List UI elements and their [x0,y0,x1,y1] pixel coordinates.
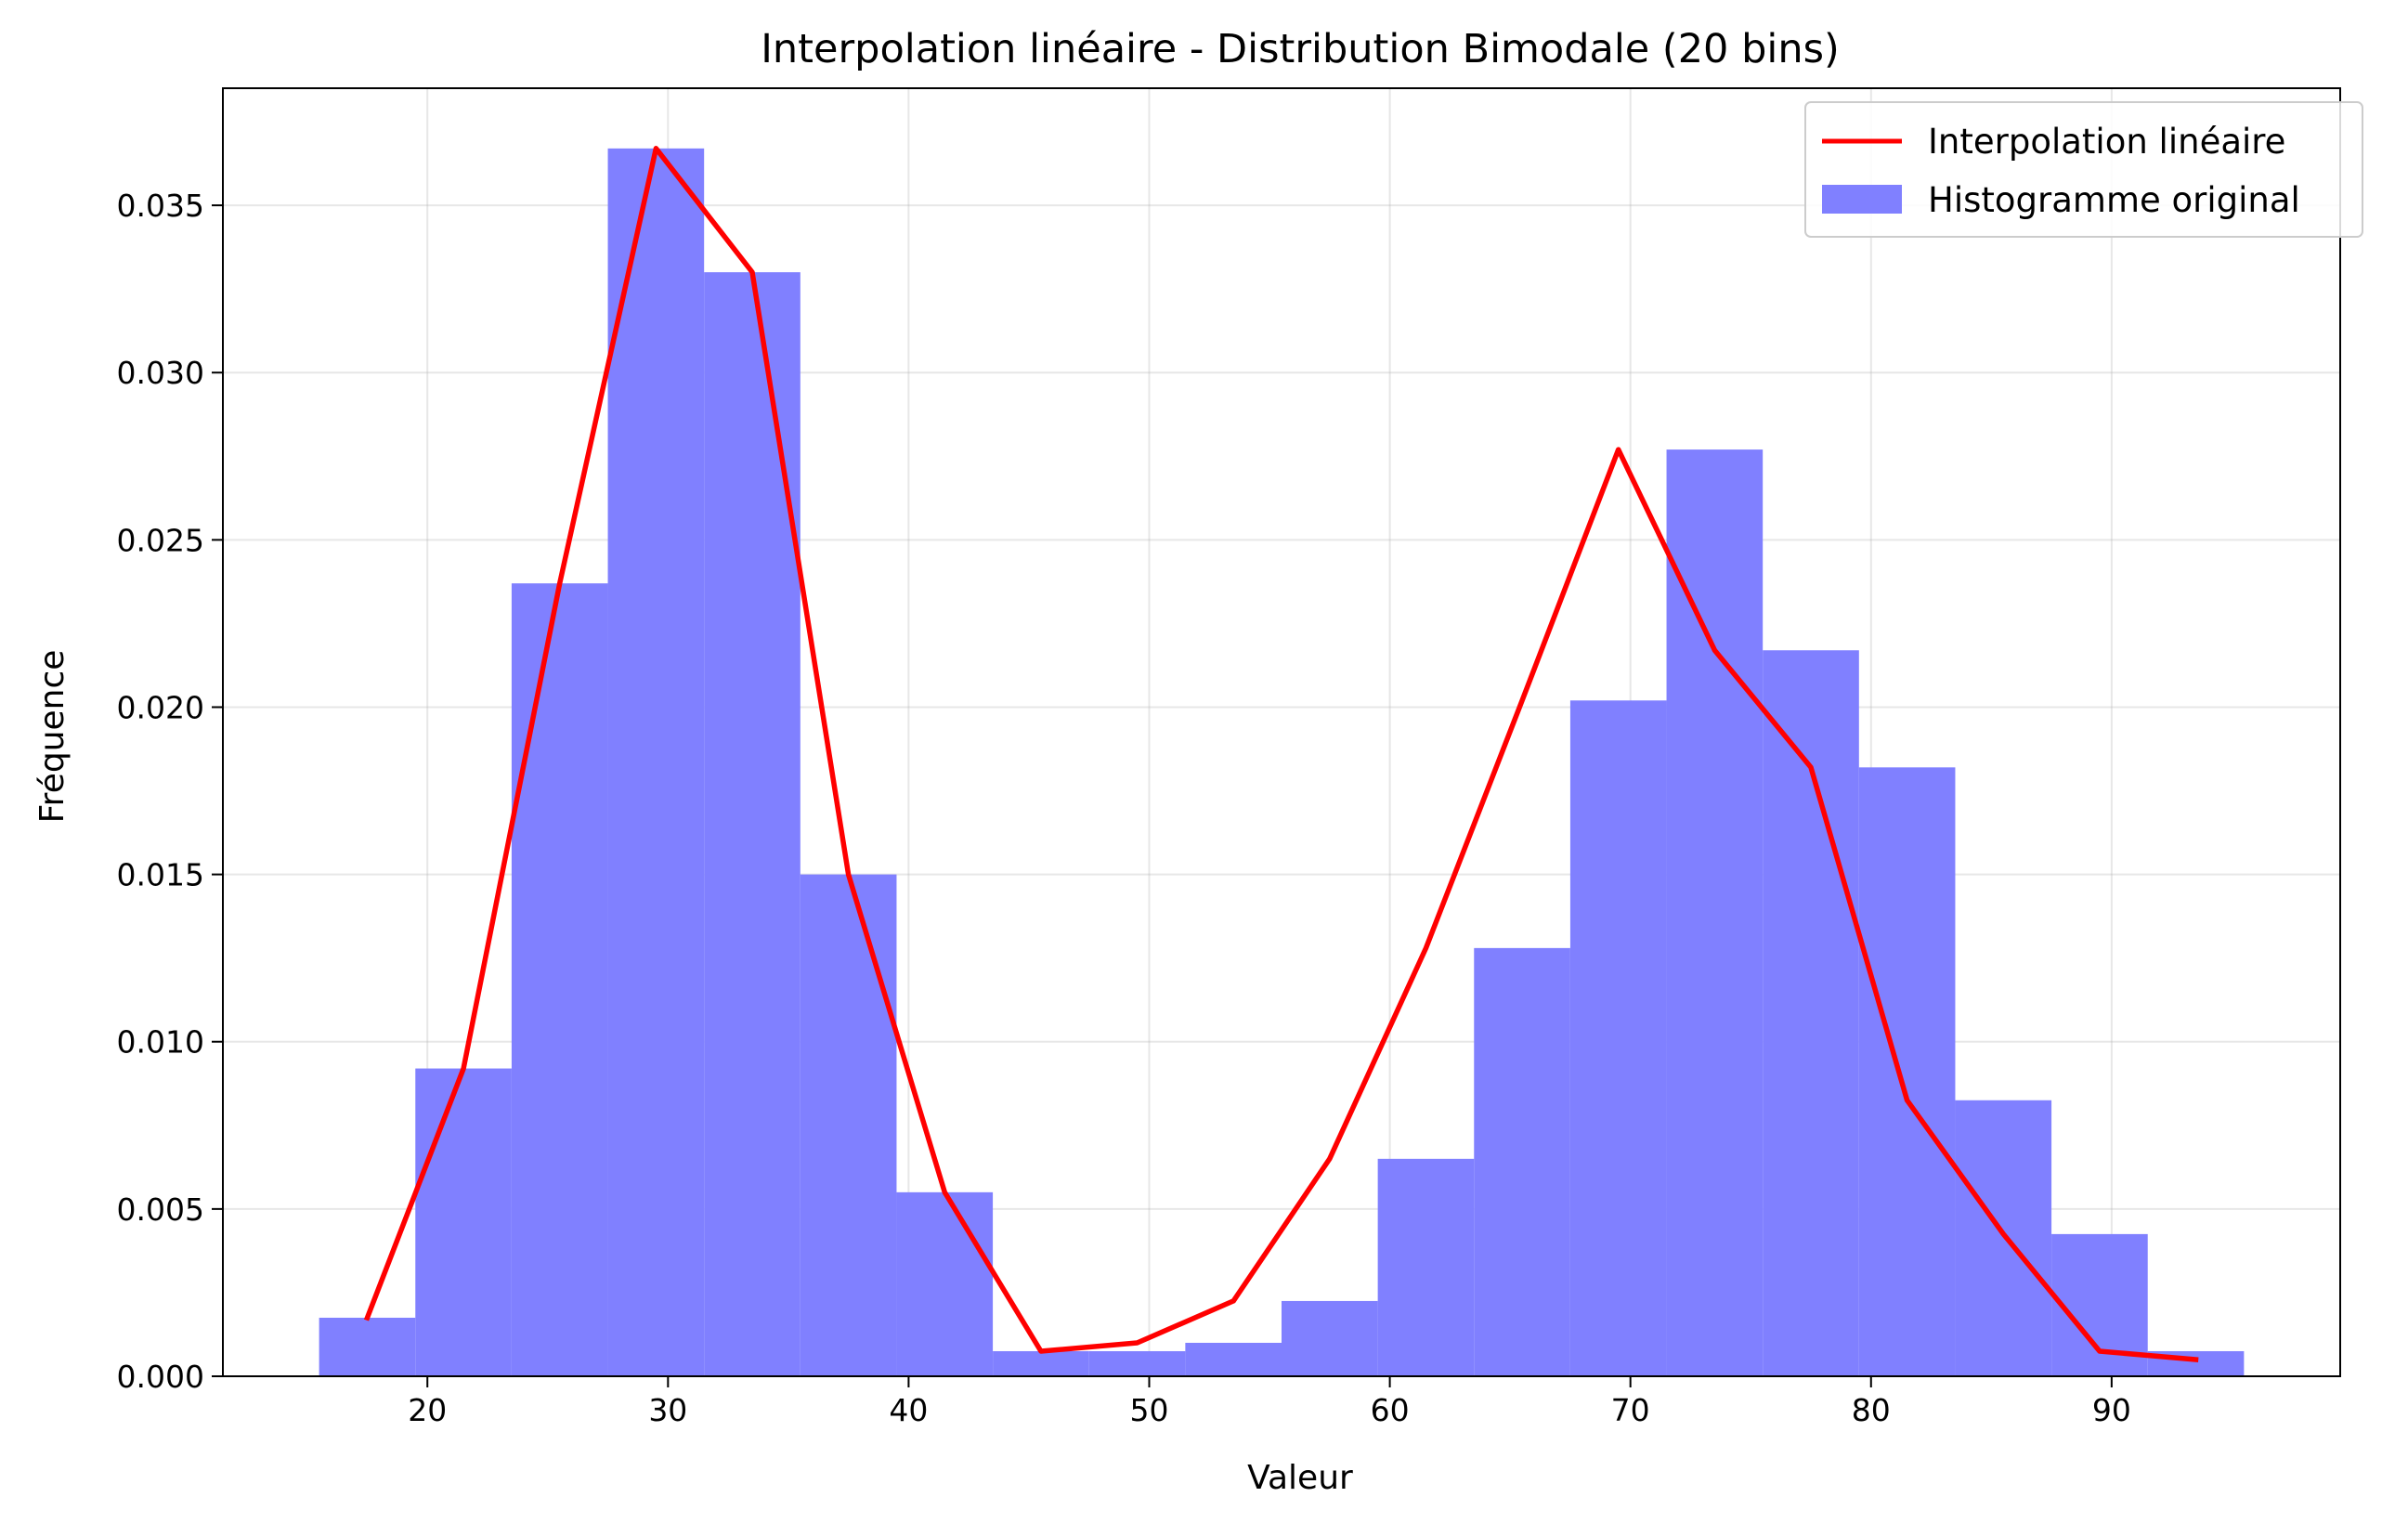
y-tick-label: 0.010 [117,1024,204,1061]
legend-box [1804,101,2363,238]
histogram-bar [319,1317,416,1376]
x-tick-label: 70 [1611,1392,1650,1428]
x-tick-label: 80 [1852,1392,1891,1428]
histogram-bar [1666,449,1764,1376]
y-tick-label: 0.005 [117,1191,204,1228]
y-tick-label: 0.025 [117,522,204,558]
x-tick-label: 90 [2092,1392,2131,1428]
histogram-bar [511,583,608,1376]
x-tick-label: 40 [889,1392,928,1428]
histogram-bar [704,272,800,1377]
histogram-bar [1088,1350,1186,1376]
x-axis-label: Valeur [1247,1459,1353,1497]
histogram-bar [896,1191,994,1376]
histogram-bar [1282,1300,1378,1376]
x-tick-label: 20 [408,1392,447,1428]
x-tick-label: 30 [648,1392,687,1428]
y-tick-label: 0.035 [117,188,204,224]
interpolation-line-group [363,146,2199,1362]
y-tick-label: 0.020 [117,689,204,725]
plot-frame [222,87,2341,1377]
chart-title: Interpolation linéaire - Distribution Bi… [761,26,1840,72]
y-axis-label: Fréquence [33,650,72,824]
histogram-bar [1858,767,1956,1376]
histogram-bar [800,874,897,1376]
histogram-bar [1569,700,1667,1376]
y-tick-label: 0.030 [117,355,204,391]
x-tick-label: 50 [1130,1392,1169,1428]
x-tick-label: 60 [1371,1392,1410,1428]
histogram-bar [607,148,705,1376]
histogram-bar [1185,1342,1282,1376]
histogram-bar [415,1068,512,1376]
legend-label-histogram: Histogramme original [1928,180,2300,220]
histogram-bar [1763,650,1859,1376]
x-axis: 20 30 40 50 60 70 80 90 [408,1376,2131,1428]
legend: Interpolation linéaire Histogramme origi… [1804,101,2363,238]
histogram-bar [1955,1100,2052,1376]
y-tick-label: 0.000 [117,1359,204,1395]
histogram-bar [1474,947,1570,1376]
y-tick-label: 0.015 [117,857,204,893]
interpolation-line [363,146,2199,1362]
y-axis: 0.000 0.005 0.010 0.015 0.020 0.025 0.030 0.035 [117,188,223,1395]
histogram-bars [319,148,2245,1377]
legend-bar-swatch [1822,185,1902,214]
histogram-bar [1377,1158,1475,1376]
legend-label-line: Interpolation linéaire [1928,122,2285,162]
histogram-bar [993,1350,1089,1376]
